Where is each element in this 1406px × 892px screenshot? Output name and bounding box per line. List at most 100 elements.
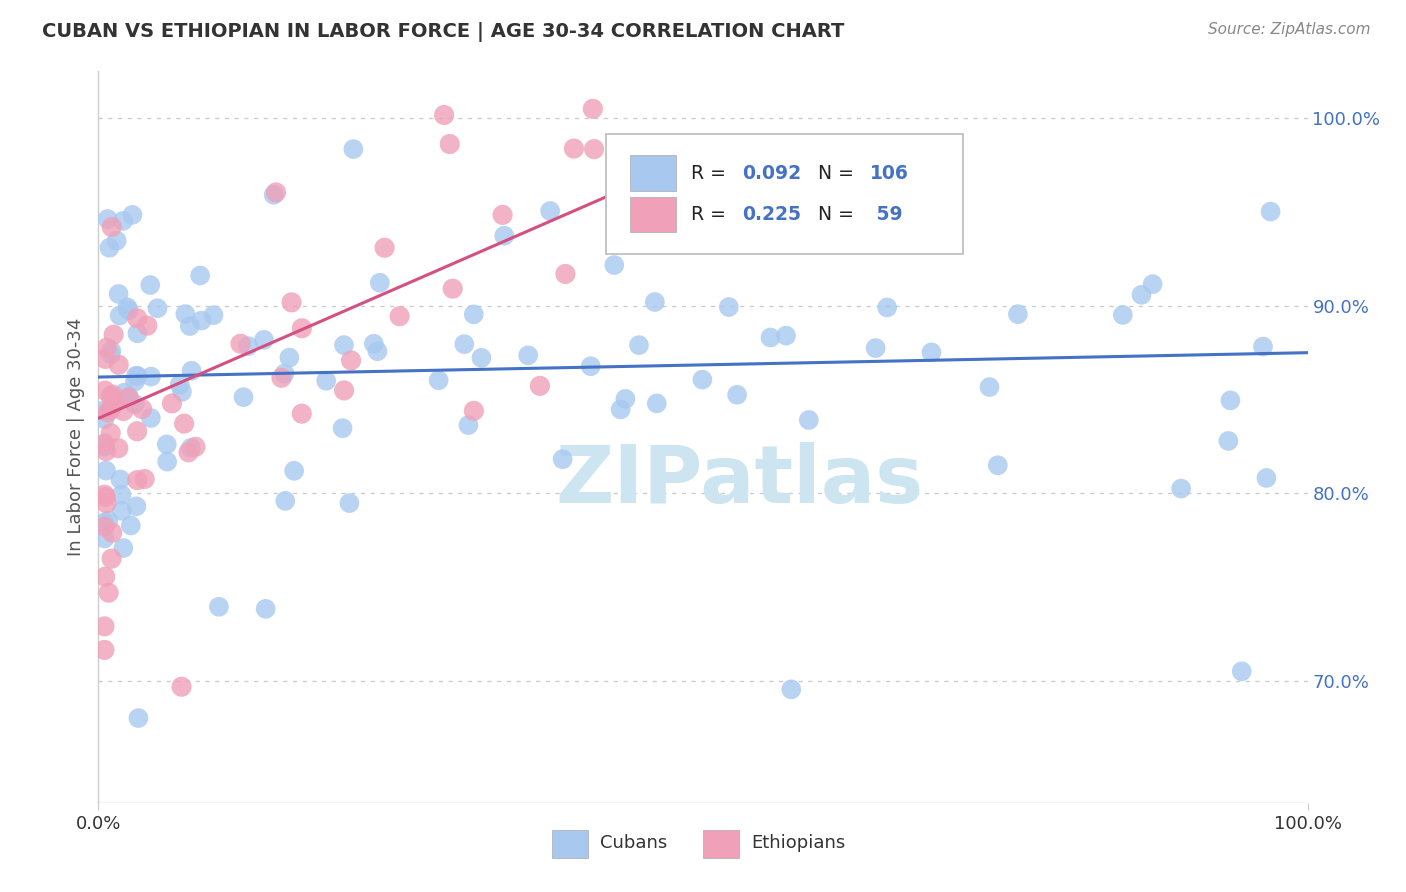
Point (180, 441, 202, 455)
Point (188, 268, 211, 283)
Point (94, 464, 117, 478)
Point (190, 313, 212, 327)
Point (253, 333, 276, 347)
Point (366, 344, 388, 359)
Point (93, 516, 115, 530)
Point (457, 418, 479, 433)
Point (538, 204, 561, 219)
Point (332, 421, 354, 435)
Point (118, 390, 141, 404)
Point (920, 345, 942, 359)
Point (96, 444, 118, 458)
Point (100, 347, 122, 361)
Point (562, 142, 585, 156)
Point (1219, 393, 1241, 408)
Point (93, 438, 115, 452)
Point (202, 308, 225, 322)
Point (1260, 204, 1282, 219)
Point (124, 375, 146, 389)
Point (291, 321, 314, 335)
Point (232, 390, 254, 404)
Point (101, 387, 124, 401)
Point (93, 643, 115, 657)
Point (609, 402, 631, 417)
Point (236, 339, 259, 353)
Point (363, 336, 385, 351)
Point (229, 336, 252, 351)
Point (1251, 340, 1274, 354)
Point (139, 278, 162, 293)
Point (107, 358, 129, 372)
Point (103, 327, 125, 342)
Point (127, 369, 149, 384)
Point (494, 228, 516, 243)
Point (979, 380, 1001, 394)
Point (274, 494, 297, 508)
Point (96, 405, 118, 419)
Point (104, 395, 127, 409)
Point (96, 496, 118, 510)
Point (491, 208, 513, 222)
Point (283, 464, 305, 478)
Point (112, 214, 135, 228)
Point (177, 445, 200, 459)
Point (120, 518, 142, 533)
FancyBboxPatch shape (630, 197, 676, 232)
Point (717, 300, 740, 314)
Point (107, 287, 129, 301)
Point (112, 404, 135, 418)
Point (100, 402, 122, 417)
FancyBboxPatch shape (606, 134, 963, 254)
Text: R =: R = (690, 205, 731, 224)
Point (93, 532, 115, 546)
Point (1230, 665, 1253, 679)
Point (453, 337, 475, 351)
Point (94, 569, 117, 583)
Point (93, 488, 115, 502)
Point (174, 307, 197, 321)
Point (254, 602, 277, 616)
Point (725, 388, 748, 402)
Point (579, 359, 602, 374)
Point (93, 436, 115, 450)
Point (517, 348, 540, 362)
Point (775, 328, 797, 343)
Point (797, 413, 820, 427)
Point (463, 307, 485, 321)
Point (315, 374, 337, 388)
Point (780, 682, 803, 697)
Point (1256, 471, 1278, 485)
Point (759, 330, 782, 344)
Point (100, 389, 122, 403)
Point (1142, 277, 1164, 292)
Text: R =: R = (690, 163, 731, 183)
Point (127, 711, 149, 725)
Point (208, 599, 231, 614)
Point (291, 407, 314, 421)
Text: N =: N = (818, 205, 859, 224)
Point (427, 373, 450, 387)
Point (127, 424, 149, 438)
Text: N =: N = (818, 163, 859, 183)
Point (333, 384, 356, 398)
Point (614, 392, 637, 406)
Point (340, 353, 363, 368)
Point (94, 351, 117, 366)
Point (180, 364, 202, 378)
Point (127, 311, 149, 326)
Point (100, 343, 122, 358)
Point (173, 417, 195, 431)
Point (110, 488, 132, 502)
Point (273, 367, 295, 381)
Point (139, 369, 162, 384)
FancyBboxPatch shape (630, 155, 676, 191)
Text: ZIPatlas: ZIPatlas (555, 442, 924, 520)
Text: 59: 59 (870, 205, 903, 224)
Point (1218, 434, 1240, 448)
Point (93, 403, 115, 417)
Point (101, 525, 124, 540)
Point (280, 295, 302, 310)
Point (139, 411, 162, 425)
Point (111, 504, 134, 518)
Point (470, 351, 492, 365)
